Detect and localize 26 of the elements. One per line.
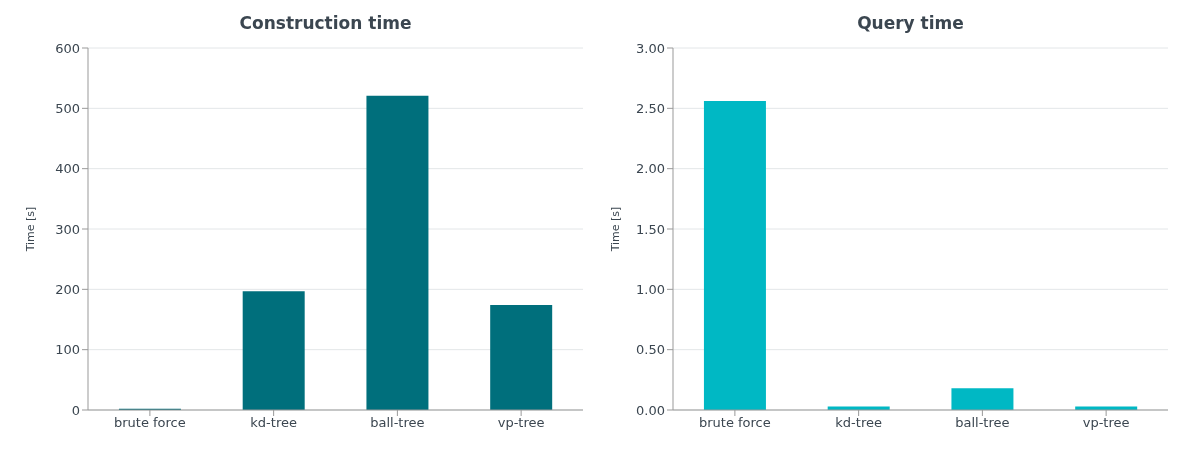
x-tick-label: brute force: [698, 415, 771, 431]
y-tick-label: 0.50: [636, 342, 665, 358]
x-tick-label: vp-tree: [497, 415, 545, 431]
y-tick-label: 200: [55, 281, 80, 297]
y-tick-label: 1.50: [636, 221, 665, 237]
y-tick-label: 500: [55, 100, 80, 116]
y-tick-label: 3.00: [636, 40, 665, 56]
x-tick-label: ball-tree: [370, 415, 425, 431]
chart-title: Construction time: [238, 12, 413, 35]
chart-title: Query time: [856, 12, 965, 35]
y-tick-label: 100: [55, 342, 80, 358]
y-axis-title: Time [s]: [23, 206, 37, 253]
y-tick-label: 1.00: [636, 281, 665, 297]
y-tick-label: 400: [55, 161, 80, 177]
x-tick-label: brute force: [113, 415, 186, 431]
x-tick-label: ball-tree: [955, 415, 1010, 431]
x-tick-label: kd-tree: [250, 415, 297, 431]
y-tick-label: 2.00: [636, 161, 665, 177]
y-tick-label: 2.50: [636, 100, 665, 116]
y-tick-label: 300: [55, 221, 80, 237]
y-tick-label: 600: [55, 40, 80, 56]
y-axis-title: Time [s]: [608, 206, 622, 253]
x-tick-label: vp-tree: [1082, 415, 1130, 431]
y-tick-label: 0.00: [636, 402, 665, 418]
y-tick-label: 0: [71, 402, 80, 418]
x-tick-label: kd-tree: [835, 415, 882, 431]
